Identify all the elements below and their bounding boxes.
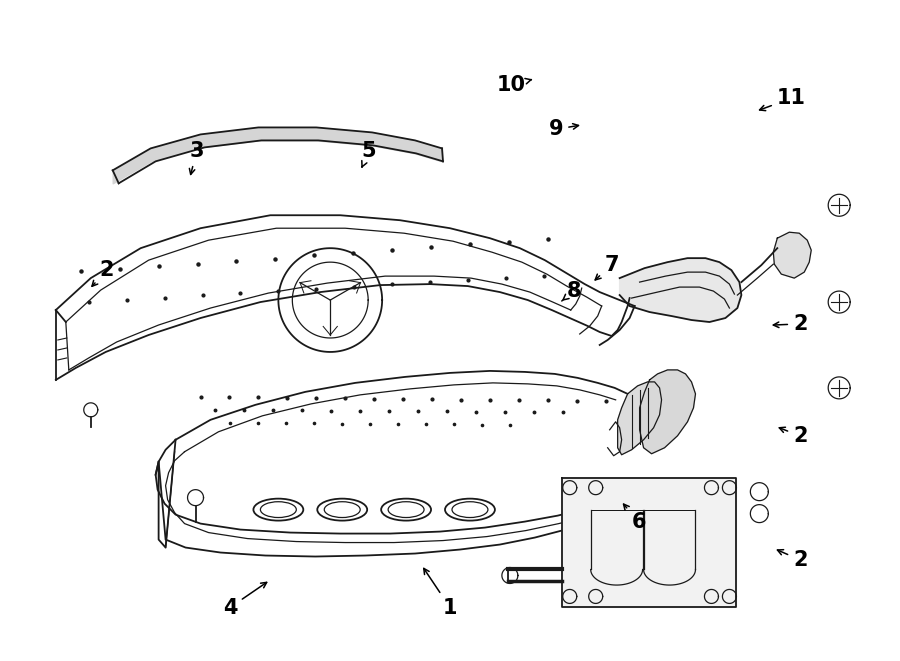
Ellipse shape [318, 498, 367, 521]
Text: 7: 7 [595, 254, 619, 280]
Ellipse shape [452, 502, 488, 518]
Text: 2: 2 [778, 550, 807, 570]
Ellipse shape [381, 498, 431, 521]
Text: 9: 9 [549, 120, 579, 139]
Text: 1: 1 [424, 568, 457, 617]
Polygon shape [619, 258, 742, 322]
Text: 10: 10 [497, 75, 531, 95]
Ellipse shape [324, 502, 360, 518]
Text: 8: 8 [562, 281, 581, 301]
Text: 2: 2 [773, 314, 807, 334]
Text: 2: 2 [779, 426, 807, 446]
Text: 11: 11 [760, 89, 806, 110]
Text: 4: 4 [222, 582, 266, 617]
Ellipse shape [254, 498, 303, 521]
Text: 2: 2 [92, 260, 114, 286]
Polygon shape [562, 478, 736, 607]
Ellipse shape [388, 502, 424, 518]
Ellipse shape [260, 502, 296, 518]
Text: 6: 6 [624, 504, 646, 532]
Polygon shape [640, 370, 696, 453]
Text: 5: 5 [362, 141, 376, 167]
Polygon shape [773, 232, 811, 278]
Text: 3: 3 [189, 141, 204, 175]
Polygon shape [617, 382, 662, 455]
Ellipse shape [445, 498, 495, 521]
